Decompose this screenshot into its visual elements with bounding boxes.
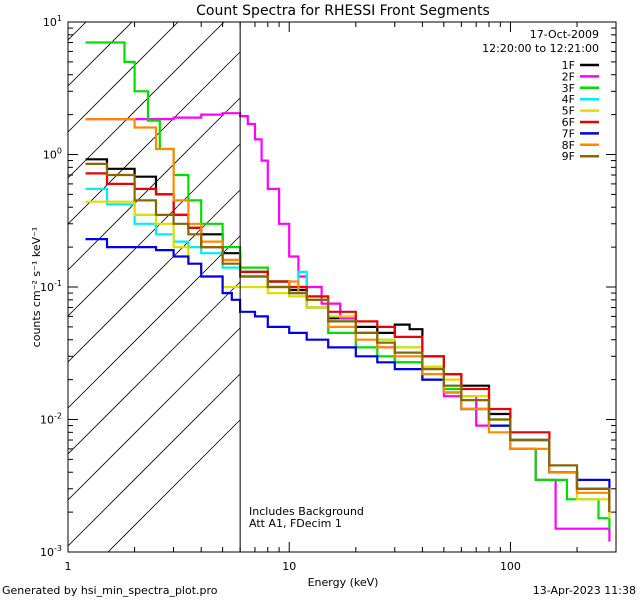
x-tick-labels: 1 10 100 [65,560,521,573]
excluded-region-hatch [68,22,241,552]
hatch-line [68,51,241,225]
chart-title: Count Spectra for RHESSI Front Segments [196,3,490,19]
plot-time-range: 12:20:00 to 12:21:00 [482,42,599,55]
annotation-attenuator: Att A1, FDecim 1 [249,517,342,530]
legend-label-8F: 8F [562,139,575,152]
x-axis-label: Energy (keV) [308,576,379,589]
hatch-line [68,143,241,317]
hatch-line [68,22,179,133]
hatch-line [68,235,241,409]
annotation-background: Includes Background [249,505,364,518]
plot-date: 17-Oct-2009 [530,28,599,41]
x-tick-label: 10 [282,560,296,573]
series-6F [85,172,611,513]
legend-label-7F: 7F [562,127,575,140]
plot-frame [67,21,617,553]
series-3F [85,41,611,529]
hatch-line [68,22,133,87]
y-tick-label: 10-1 [40,279,62,294]
y-tick-label: 101 [43,14,62,29]
footer-timestamp: 13-Apr-2023 11:38 [533,584,636,597]
series-9F [85,162,611,513]
legend-label-9F: 9F [562,150,575,163]
y-tick-label: 100 [43,147,62,162]
legend-label-5F: 5F [562,105,575,118]
footer-generated-by: Generated by hsi_min_spectra_plot.pro [2,584,218,597]
y-axis-label: counts cm⁻² s⁻¹ keV⁻¹ [30,227,43,348]
series-7F [85,238,611,500]
x-tick-label: 1 [65,560,72,573]
y-tick-label: 10-3 [40,544,62,559]
series-1F [85,158,611,513]
hatch-line [68,97,241,271]
legend-label-4F: 4F [562,93,575,106]
hatch-line [68,22,225,179]
hatch-line [68,281,241,455]
legend-label-3F: 3F [562,82,575,95]
x-tick-label: 100 [500,560,521,573]
hatch-line [68,189,241,363]
hatch-line [68,373,241,547]
hatch-line [107,419,241,552]
y-tick-labels: 101 100 10-1 10-2 10-3 [40,14,62,559]
y-tick-label: 10-2 [40,412,62,427]
hatch-line [68,327,241,501]
series-layer [85,41,611,542]
legend-label-2F: 2F [562,70,575,83]
legend-label-1F: 1F [562,59,575,72]
axis-ticks [67,21,617,553]
legend-label-6F: 6F [562,116,575,129]
